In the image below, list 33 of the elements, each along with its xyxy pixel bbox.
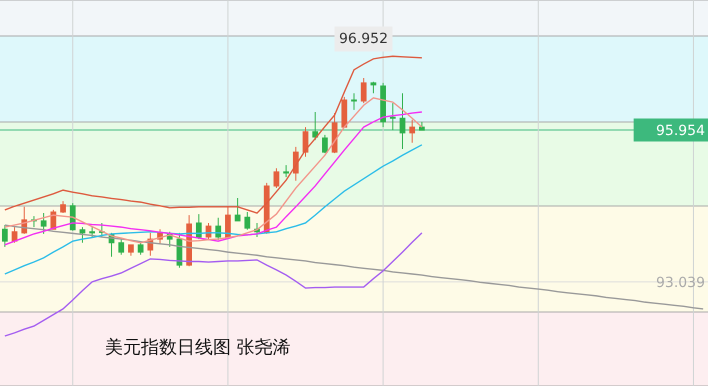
candlestick: [2, 224, 8, 248]
candlestick: [128, 244, 134, 256]
y-tick-label: 95.954: [656, 122, 706, 139]
line-series: [4, 224, 704, 310]
candlestick: [312, 112, 318, 141]
line-series: [4, 232, 423, 337]
candlestick: [351, 92, 357, 110]
candlestick: [409, 119, 416, 144]
annotation: 美元指数日线图 张尧浠: [105, 337, 291, 358]
candlestick: [244, 212, 250, 230]
candlestick: [274, 168, 280, 189]
candlestick: [89, 226, 96, 239]
candlestick: [322, 134, 328, 154]
candlestick: [40, 212, 47, 234]
candlestick: [400, 92, 406, 150]
candlestick: [341, 96, 348, 128]
line-series: [4, 144, 423, 275]
candlestick: [138, 241, 144, 256]
candlestick: [360, 78, 367, 104]
candlestick: [370, 81, 376, 94]
candlestick: [419, 121, 425, 131]
candlestick: [390, 102, 396, 131]
candlestick: [60, 200, 66, 214]
candlestick: [118, 238, 124, 256]
candlestick: [302, 126, 308, 158]
candlestick: [234, 197, 240, 222]
candlestick: [380, 82, 386, 128]
candlestick: [283, 164, 289, 178]
y-tick-label: 93.039: [656, 274, 705, 291]
candlestick: [332, 112, 338, 154]
annotation: 96.952: [339, 31, 388, 47]
candlestick: [12, 226, 18, 244]
candlestick: [80, 226, 86, 244]
